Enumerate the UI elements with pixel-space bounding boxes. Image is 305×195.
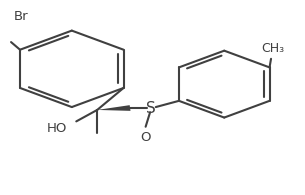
Text: CH₃: CH₃: [261, 42, 284, 55]
Polygon shape: [97, 105, 131, 111]
Text: Br: Br: [13, 10, 28, 23]
Text: HO: HO: [46, 121, 67, 135]
Text: S: S: [146, 100, 156, 115]
Text: O: O: [140, 131, 150, 144]
